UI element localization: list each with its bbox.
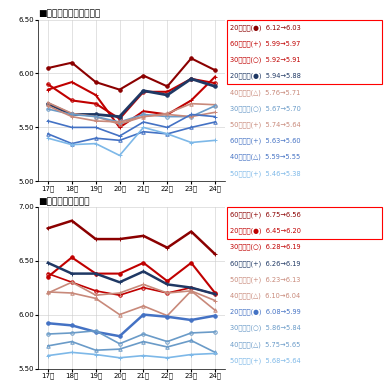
Text: 60代男性(+)  6.26→6.19: 60代男性(+) 6.26→6.19 [230,260,301,267]
Text: 50代男性(+)  5.46→5.38: 50代男性(+) 5.46→5.38 [230,170,301,177]
Text: ■性年代別幸せ指数: ■性年代別幸せ指数 [38,197,90,206]
Text: 40代女性(△)  5.76→5.71: 40代女性(△) 5.76→5.71 [230,89,301,96]
Text: 30代女性(○)  5.92→5.91: 30代女性(○) 5.92→5.91 [230,57,301,63]
Text: ■性年代別地域元気指数: ■性年代別地域元気指数 [38,10,101,19]
Text: 40代男性(△)  5.59→5.55: 40代男性(△) 5.59→5.55 [230,154,301,160]
Text: 30代女性(○)  6.28→6.19: 30代女性(○) 6.28→6.19 [230,244,301,250]
Text: 60代男性(+)  5.63→5.60: 60代男性(+) 5.63→5.60 [230,138,301,144]
Text: 30代男性(○)  5.86→5.84: 30代男性(○) 5.86→5.84 [230,325,301,332]
Text: 60代女性(+)  5.99→5.97: 60代女性(+) 5.99→5.97 [230,41,301,47]
Text: 30代男性(○)  5.67→5.70: 30代男性(○) 5.67→5.70 [230,105,301,112]
Text: 60代女性(+)  6.75→6.56: 60代女性(+) 6.75→6.56 [230,211,301,218]
Text: 20代男性(●)  5.94→5.88: 20代男性(●) 5.94→5.88 [230,73,301,80]
Text: 20代女性(●)  6.12→6.03: 20代女性(●) 6.12→6.03 [230,24,301,31]
Text: 40代女性(△)  6.10→6.04: 40代女性(△) 6.10→6.04 [230,292,301,299]
Text: 50代男性(+)  5.68→5.64: 50代男性(+) 5.68→5.64 [230,357,301,364]
Text: 40代男性(△)  5.75→5.65: 40代男性(△) 5.75→5.65 [230,341,301,347]
Text: 50代女性(+)  6.23→6.13: 50代女性(+) 6.23→6.13 [230,276,301,283]
Text: 20代女性(●)  6.45→6.20: 20代女性(●) 6.45→6.20 [230,228,301,234]
Text: 50代女性(+)  5.74→5.64: 50代女性(+) 5.74→5.64 [230,121,301,128]
Text: 20代男性(●)  6.08→5.99: 20代男性(●) 6.08→5.99 [230,308,301,315]
